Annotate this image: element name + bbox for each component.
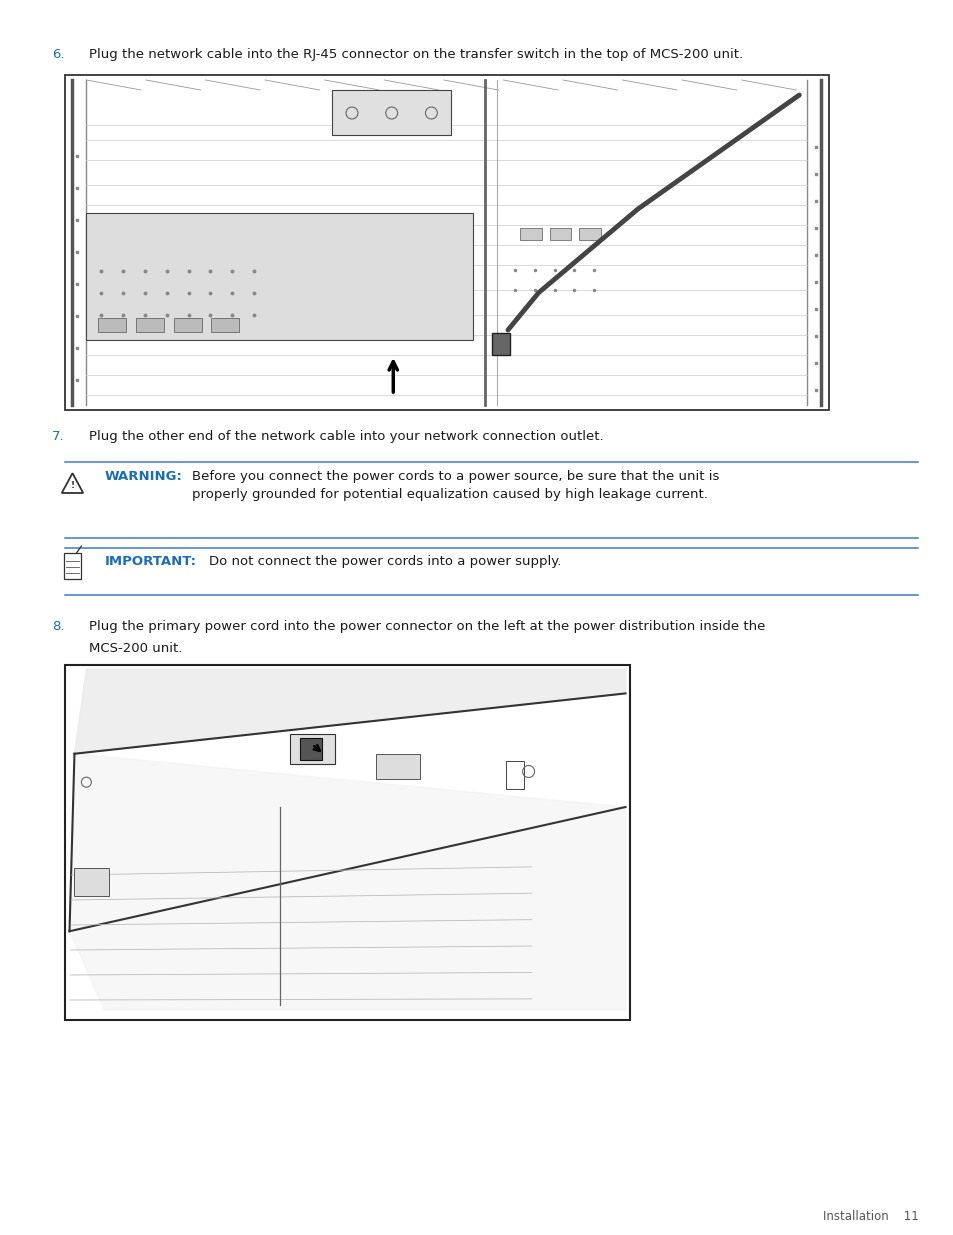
Bar	[519, 228, 541, 240]
Text: !: !	[71, 482, 74, 490]
Bar	[212, 317, 239, 332]
Bar	[290, 735, 335, 764]
Bar	[578, 228, 600, 240]
Text: Installation    11: Installation 11	[821, 1210, 918, 1223]
Text: WARNING:: WARNING:	[104, 471, 182, 483]
Bar	[173, 317, 201, 332]
Bar	[332, 90, 451, 135]
Bar	[136, 317, 164, 332]
Text: 6.: 6.	[51, 48, 64, 61]
Bar	[64, 553, 81, 579]
Text: 8.: 8.	[51, 620, 64, 634]
Text: Plug the network cable into the RJ-45 connector on the transfer switch in the to: Plug the network cable into the RJ-45 co…	[90, 48, 742, 61]
Text: MCS-200 unit.: MCS-200 unit.	[90, 642, 183, 655]
Bar	[505, 761, 523, 789]
Bar	[87, 212, 473, 340]
Bar	[300, 739, 322, 761]
Bar	[549, 228, 571, 240]
Text: Before you connect the power cords to a power source, be sure that the unit is
p: Before you connect the power cords to a …	[192, 471, 719, 501]
Text: 7.: 7.	[51, 430, 64, 443]
Bar	[74, 868, 109, 895]
Polygon shape	[74, 669, 625, 753]
Bar	[65, 75, 828, 410]
Bar	[65, 664, 630, 1020]
Text: Plug the primary power cord into the power connector on the left at the power di: Plug the primary power cord into the pow…	[90, 620, 765, 634]
Bar	[98, 317, 126, 332]
Bar	[375, 753, 420, 778]
Text: Plug the other end of the network cable into your network connection outlet.: Plug the other end of the network cable …	[90, 430, 603, 443]
Polygon shape	[70, 753, 625, 1010]
Bar	[492, 333, 510, 354]
Text: Do not connect the power cords into a power supply.: Do not connect the power cords into a po…	[209, 555, 560, 568]
Text: IMPORTANT:: IMPORTANT:	[104, 555, 196, 568]
